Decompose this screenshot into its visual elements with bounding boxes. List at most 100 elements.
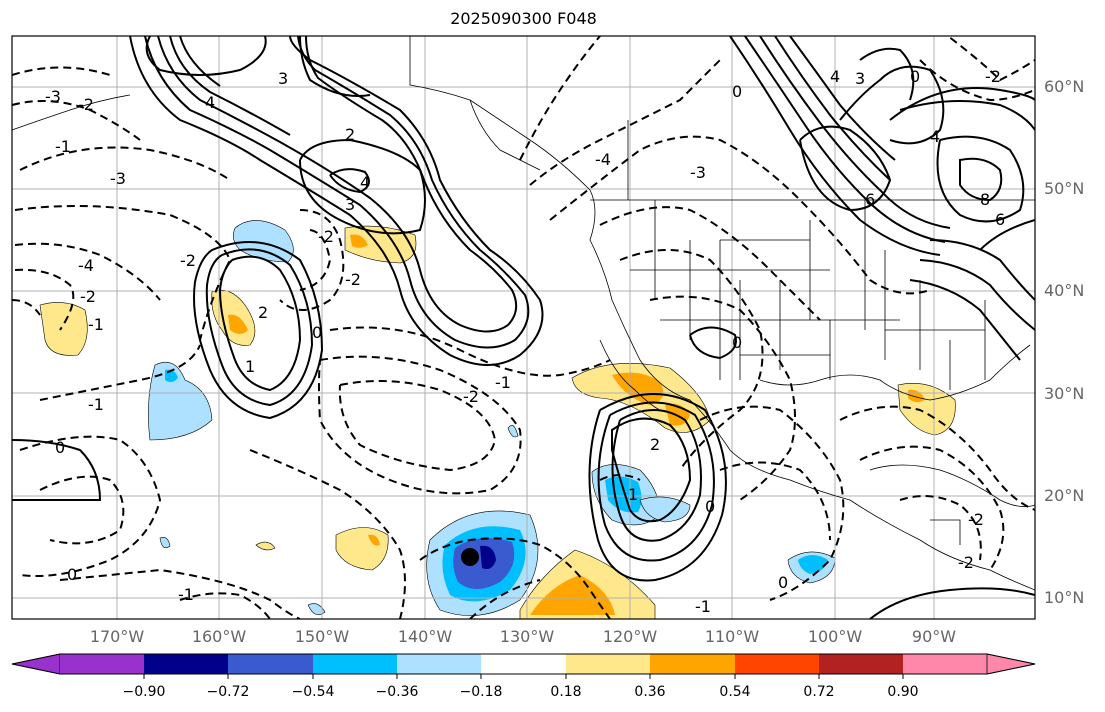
shade-pos-12 [897,383,956,436]
svg-text:-1: -1 [178,585,194,604]
shade-pos-9 [228,314,248,334]
shade-pos-7 [350,234,368,248]
cb-0 [60,654,144,674]
svg-text:-2: -2 [985,67,1001,86]
shade-neg-12 [798,555,828,574]
shaded-anomalies [39,220,956,619]
lon-label-100w: 100°W [807,627,863,646]
lat-label-10n: 10°N [1044,588,1085,607]
svg-text:-1: -1 [55,137,71,156]
lon-label-130w: 130°W [499,627,555,646]
svg-text:0: 0 [732,333,742,352]
cb-label-2: −0.54 [291,684,335,700]
lon-label-140w: 140°W [397,627,453,646]
colorbar-min-arrow [11,653,61,675]
lon-label-110w: 110°W [704,627,760,646]
cb-label-4: −0.18 [459,684,503,700]
lon-label-170w: 170°W [89,627,145,646]
svg-text:-1: -1 [88,315,104,334]
shade-pos-5 [530,575,615,615]
lat-label-40n: 40°N [1044,281,1085,300]
svg-text:3: 3 [345,195,355,214]
svg-text:1: 1 [245,357,255,376]
lon-label-90w: 90°W [911,627,957,646]
colorbar [11,653,1036,679]
svg-text:-2: -2 [463,387,479,406]
cb-7 [650,654,735,674]
lat-label-30n: 30°N [1044,384,1085,403]
lat-label-20n: 20°N [1044,486,1085,505]
svg-text:0: 0 [55,438,65,457]
shade-neg-8 [148,361,213,441]
svg-text:3: 3 [278,69,288,88]
svg-text:-4: -4 [595,150,611,169]
svg-text:4: 4 [205,93,215,112]
svg-text:2: 2 [258,303,268,322]
svg-text:0: 0 [778,573,788,592]
cb-1 [144,654,228,674]
positive-contours [12,36,1035,619]
cb-label-6: 0.36 [634,684,666,700]
svg-text:-2: -2 [345,270,361,289]
cb-label-0: −0.90 [122,684,166,700]
colorbar-max-arrow [986,653,1036,675]
shade-pos-11 [335,527,389,571]
cb-3 [313,654,397,674]
svg-text:0: 0 [732,82,742,101]
lon-label-160w: 160°W [191,627,247,646]
svg-text:3: 3 [855,69,865,88]
cb-label-8: 0.72 [803,684,835,700]
gridlines [12,36,1035,619]
svg-text:-3: -3 [45,87,61,106]
svg-text:-2: -2 [958,553,974,572]
cb-4 [397,654,481,674]
svg-text:4: 4 [930,127,940,146]
cb-label-5: 0.18 [550,684,582,700]
contour-labels: -3 -2 -1 -3 -4 -2 -1 -1 0 0 -2 -1 3 4 2 … [45,67,1005,616]
cb-9 [819,654,903,674]
svg-text:0: 0 [67,565,77,584]
svg-text:1: 1 [628,485,638,504]
shade-neg-7 [639,496,691,523]
cb-label-9: 0.90 [887,684,919,700]
shade-pos-10 [39,302,88,356]
lat-label-50n: 50°N [1044,179,1085,198]
svg-text:-1: -1 [695,597,711,616]
svg-text:-3: -3 [690,163,706,182]
svg-text:4: 4 [360,173,370,192]
svg-text:-2: -2 [80,287,96,306]
svg-text:6: 6 [865,190,875,209]
cb-6 [566,654,650,674]
svg-text:6: 6 [995,210,1005,229]
lon-label-150w: 150°W [294,627,350,646]
svg-text:2: 2 [650,435,660,454]
cb-label-3: −0.36 [375,684,419,700]
svg-text:4: 4 [830,67,840,86]
svg-text:-2: -2 [78,95,94,114]
cb-label-7: 0.54 [719,684,751,700]
svg-text:-2: -2 [318,227,334,246]
svg-text:-1: -1 [495,373,511,392]
svg-text:0: 0 [705,497,715,516]
shade-neg-4 [480,545,496,569]
svg-text:8: 8 [980,190,990,209]
svg-text:-4: -4 [78,256,94,275]
cb-8 [735,654,819,674]
storm-marker [461,548,479,566]
cb-label-1: −0.72 [206,684,250,700]
lon-label-120w: 120°W [602,627,658,646]
svg-text:-1: -1 [88,395,104,414]
cb-10 [903,654,987,674]
svg-text:0: 0 [910,67,920,86]
svg-text:-2: -2 [180,251,196,270]
cb-5 [481,654,566,674]
svg-text:-2: -2 [968,510,984,529]
lat-label-60n: 60°N [1044,77,1085,96]
negative-contours [12,36,1035,619]
svg-text:-3: -3 [110,169,126,188]
cb-2 [228,654,313,674]
shade-neg-10 [233,220,294,263]
svg-text:0: 0 [312,323,322,342]
map-title: 2025090300 F048 [450,9,597,28]
